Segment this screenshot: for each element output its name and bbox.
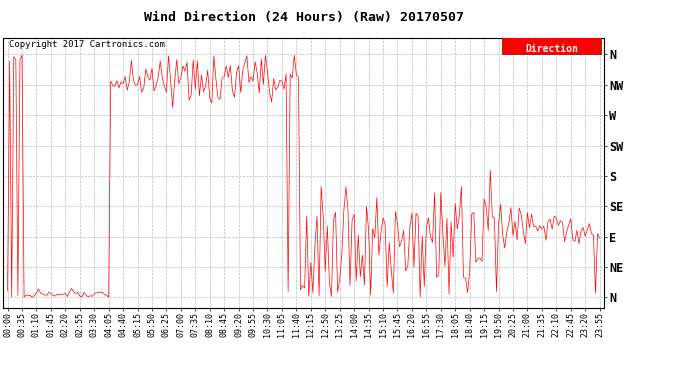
FancyBboxPatch shape xyxy=(502,35,601,54)
Text: Wind Direction (24 Hours) (Raw) 20170507: Wind Direction (24 Hours) (Raw) 20170507 xyxy=(144,11,464,24)
Text: Direction: Direction xyxy=(525,44,578,54)
Text: Copyright 2017 Cartronics.com: Copyright 2017 Cartronics.com xyxy=(10,40,166,49)
